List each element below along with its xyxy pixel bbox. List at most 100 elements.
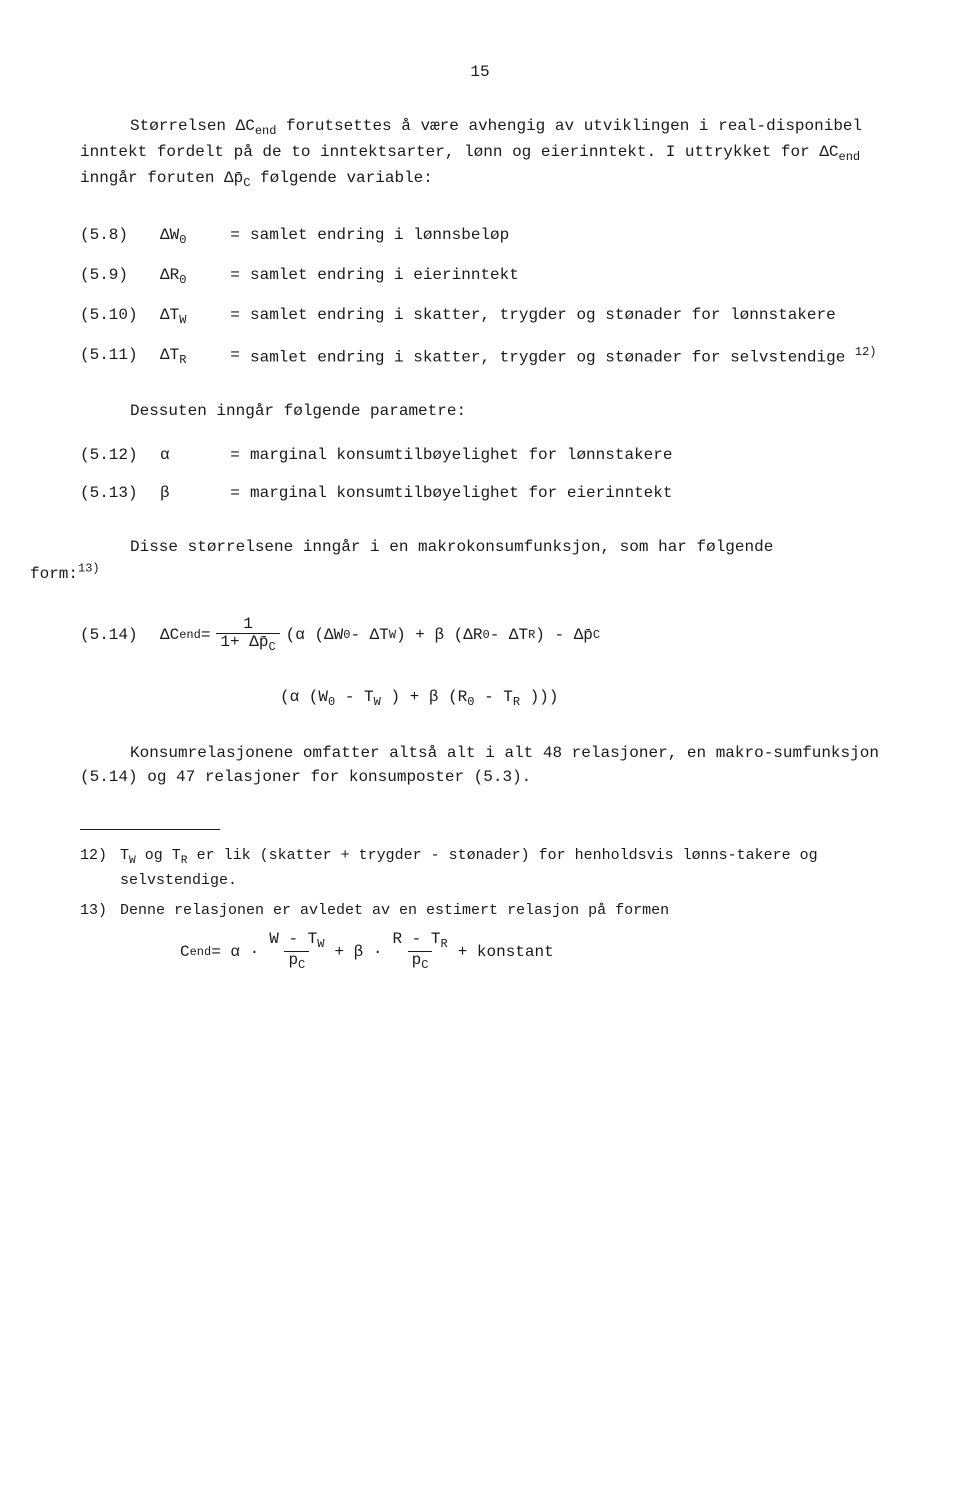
fnf-frac2: R - TR pC [388, 931, 451, 973]
fnf1-num-sub: W [317, 937, 324, 951]
def-text: samlet endring i skatter, trygder og stø… [250, 303, 880, 327]
footnote-num: 13) [80, 900, 120, 923]
page-number: 15 [80, 60, 880, 84]
form-text-post-wrap: form:13) [30, 565, 100, 583]
def-num: (5.10) [80, 303, 160, 327]
def-sym: ΔTR [160, 343, 220, 369]
fnf-lhs: C [180, 940, 190, 964]
fnf-eq: = α · [211, 940, 259, 964]
intro-text-3: inngår foruten Δp̄ [80, 169, 243, 187]
fnf2-den-sub: C [421, 958, 428, 972]
sym-sub: 0 [179, 233, 186, 247]
fn-sub-a: W [129, 855, 136, 867]
l2-d: - T [484, 688, 513, 706]
eq-rhs3: ) + β (ΔR [396, 623, 482, 647]
def-num: (5.8) [80, 223, 160, 247]
footnote-num: 12) [80, 845, 120, 892]
def-eq: = [220, 303, 250, 327]
conclusion-paragraph: Konsumrelasjonene omfatter altså alt i a… [80, 741, 880, 789]
def-eq: = [220, 223, 250, 247]
fnf2-den: p [412, 951, 422, 969]
eq-frac: 1 1+ Δp̄C [216, 616, 279, 655]
sym-sub: W [179, 313, 186, 327]
fnf-end: + konstant [458, 940, 554, 964]
def-sym: ΔTW [160, 303, 220, 329]
eq-lhs: ΔC [160, 623, 179, 647]
fnf-frac2-num: R - TR [388, 931, 451, 951]
l2-d-sub: R [513, 695, 520, 709]
eq-num: (5.14) [80, 623, 160, 647]
def-5-8: (5.8) ΔW0 = samlet endring i lønnsbeløp [80, 223, 880, 249]
def-5-11: (5.11) ΔTR = samlet endring i skatter, t… [80, 343, 880, 369]
def-eq: = [220, 443, 250, 467]
def-sym: β [160, 481, 220, 505]
intro-text-4: følgende variable: [250, 169, 432, 187]
fnf-frac2-den: pC [408, 951, 433, 972]
eq-body: ΔCend = 1 1+ Δp̄C (α (ΔW0 - ΔTW ) + β (Δ… [160, 616, 880, 655]
fnf-mid: + β · [334, 940, 382, 964]
intro-sub-2: end [839, 150, 861, 164]
fnf-frac1: W - TW pC [265, 931, 328, 973]
sym-sub: R [179, 353, 186, 367]
eq-rhs2: - ΔT [350, 623, 388, 647]
intro-paragraph: Størrelsen ΔCend forutsettes å være avhe… [80, 114, 880, 193]
def-5-12: (5.12) α = marginal konsumtilbøyelighet … [80, 443, 880, 467]
def-sup: 12) [855, 345, 877, 359]
params-block: (5.12) α = marginal konsumtilbøyelighet … [80, 443, 880, 505]
def-text: samlet endring i eierinntekt [250, 263, 880, 287]
form-sup: 13) [78, 561, 100, 575]
footnote-text: TW og TR er lik (skatter + trygder - stø… [120, 845, 880, 892]
l2-e: ))) [530, 688, 559, 706]
def-eq: = [220, 263, 250, 287]
eq-lhs-sub: end [179, 626, 201, 644]
def-sym: α [160, 443, 220, 467]
fnf-lhs-sub: end [190, 943, 212, 961]
sym-sub: 0 [179, 273, 186, 287]
mid-text: Dessuten inngår følgende parametre: [80, 399, 880, 423]
fnf1-num-a: W - T [269, 930, 317, 948]
eq-rhs1: (α (ΔW [286, 623, 344, 647]
l2-c: ) + β (R [390, 688, 467, 706]
eq-rhs2-sub: W [389, 626, 396, 644]
eq-rhs5: ) - Δp̄ [535, 623, 593, 647]
def-text-inner: samlet endring i skatter, trygder og stø… [250, 348, 855, 366]
eq-5-14-line1: (5.14) ΔCend = 1 1+ Δp̄C (α (ΔW0 - ΔTW )… [80, 616, 880, 655]
form-text-pre: Disse størrelsene inngår i en makrokonsu… [130, 538, 773, 556]
frac-den: 1+ Δp̄C [216, 633, 279, 654]
footnote-13: 13) Denne relasjonen er avledet av en es… [80, 900, 880, 923]
def-num: (5.11) [80, 343, 160, 367]
eq-equals: = [201, 623, 211, 647]
eq-rhs4-sub: R [528, 626, 535, 644]
def-text: samlet endring i skatter, trygder og stø… [250, 343, 880, 369]
eq-5-14-line2: (α (W0 - TW ) + β (R0 - TR ))) [280, 685, 880, 711]
def-text: marginal konsumtilbøyelighet for eierinn… [250, 481, 880, 505]
def-5-9: (5.9) ΔR0 = samlet endring i eierinntekt [80, 263, 880, 289]
fnf-frac1-den: pC [284, 951, 309, 972]
l2-a: (α (W [280, 688, 328, 706]
def-sym: ΔR0 [160, 263, 220, 289]
fn-sub-b: R [181, 855, 188, 867]
def-text: marginal konsumtilbøyelighet for lønnsta… [250, 443, 880, 467]
frac-den-sub: C [268, 641, 275, 655]
def-num: (5.12) [80, 443, 160, 467]
fnf-frac1-num: W - TW [265, 931, 328, 951]
intro-text-1: Størrelsen ΔC [130, 117, 255, 135]
fnf1-den: p [288, 951, 298, 969]
fn-a: T [120, 847, 129, 864]
fnf2-num-a: R - T [392, 930, 440, 948]
footnote-separator [80, 829, 220, 830]
def-eq: = [220, 343, 250, 367]
def-sym: ΔW0 [160, 223, 220, 249]
frac-den-pre: 1+ Δp̄ [220, 633, 268, 651]
l2-b: - T [345, 688, 374, 706]
def-text: samlet endring i lønnsbeløp [250, 223, 880, 247]
l2-c-sub: 0 [467, 695, 474, 709]
def-num: (5.13) [80, 481, 160, 505]
l2-a-sub: 0 [328, 695, 335, 709]
sym-text: ΔT [160, 306, 179, 324]
footnote-formula: Cend = α · W - TW pC + β · R - TR pC + k… [180, 931, 880, 973]
eq-rhs4: - ΔT [490, 623, 528, 647]
eq-rhs5-sub: C [593, 626, 600, 644]
def-5-13: (5.13) β = marginal konsumtilbøyelighet … [80, 481, 880, 505]
fn-b: og T [136, 847, 181, 864]
